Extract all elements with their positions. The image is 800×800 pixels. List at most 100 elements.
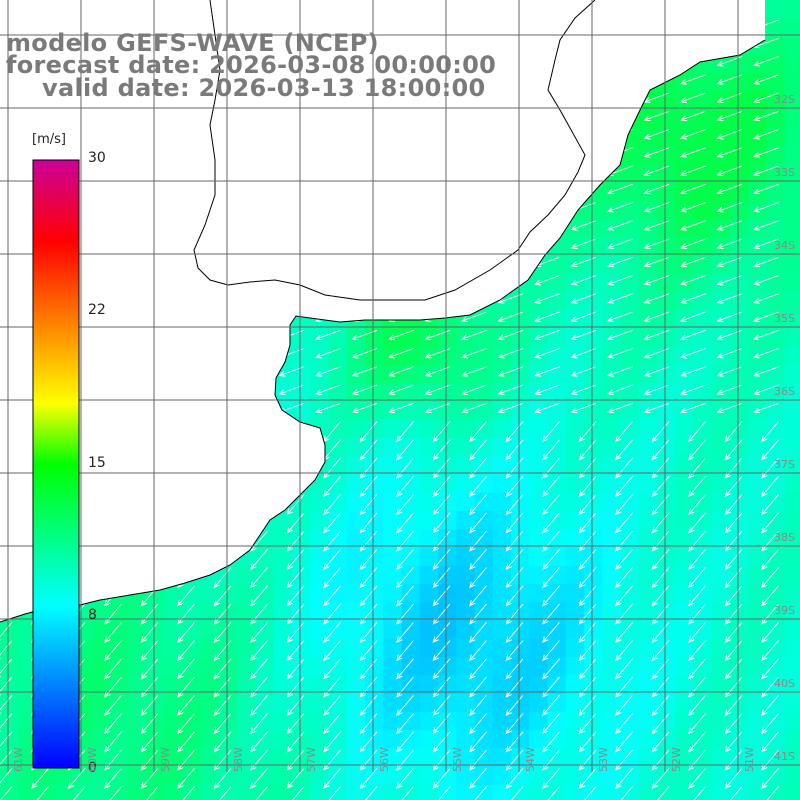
wind-arrow xyxy=(651,585,670,607)
field-cell xyxy=(456,602,476,622)
wind-arrow xyxy=(753,384,779,395)
field-cell xyxy=(529,438,549,457)
wind-arrow xyxy=(542,567,560,589)
wind-arrow xyxy=(688,658,706,680)
wind-arrow xyxy=(680,256,706,268)
field-cell xyxy=(438,584,457,603)
field-cell xyxy=(109,620,129,640)
wind-arrow xyxy=(469,421,487,443)
field-cell xyxy=(383,547,403,567)
field-cell xyxy=(456,638,476,658)
field-cell xyxy=(401,584,421,603)
field-cell xyxy=(547,675,567,695)
field-cell xyxy=(492,602,512,622)
field-cell xyxy=(711,602,731,622)
wind-arrow xyxy=(432,713,451,735)
lon-label: 58W xyxy=(232,747,245,772)
wind-arrow xyxy=(177,640,195,662)
wind-arrow xyxy=(680,74,706,85)
field-cell xyxy=(255,620,275,640)
wind-arrow xyxy=(469,749,487,771)
field-cell xyxy=(18,784,38,800)
field-cell xyxy=(565,584,585,603)
field-cell xyxy=(748,565,768,585)
wind-arrow xyxy=(432,567,451,589)
field-cell xyxy=(784,109,800,129)
field-cell xyxy=(0,675,19,695)
field-cell xyxy=(255,602,275,622)
field-cell xyxy=(547,602,567,622)
wind-arrow xyxy=(651,622,670,643)
field-cell xyxy=(401,748,421,768)
field-cell xyxy=(547,766,567,786)
field-cell xyxy=(784,36,800,56)
field-cell xyxy=(657,438,676,457)
field-cell xyxy=(365,584,384,603)
field-cell xyxy=(127,784,147,800)
field-cell xyxy=(419,711,439,731)
field-cell xyxy=(292,620,311,640)
field-cell xyxy=(511,748,530,768)
field-cell xyxy=(511,730,530,749)
wind-arrow xyxy=(177,603,195,625)
field-cell xyxy=(620,547,640,567)
field-cell xyxy=(511,456,530,476)
field-cell xyxy=(529,730,549,749)
wind-arrow xyxy=(505,476,524,497)
field-cell xyxy=(292,547,311,567)
field-cell xyxy=(127,748,147,768)
field-cell xyxy=(693,748,713,768)
wind-arrow xyxy=(680,129,706,140)
wind-arrow xyxy=(323,567,341,589)
wind-arrow xyxy=(753,348,779,359)
field-cell xyxy=(383,693,403,713)
field-cell xyxy=(730,474,749,494)
field-cell xyxy=(565,730,585,749)
field-cell xyxy=(602,602,622,622)
wind-arrow xyxy=(505,439,524,461)
field-cell xyxy=(620,511,640,530)
field-cell xyxy=(693,492,713,512)
wind-arrow xyxy=(286,695,305,716)
field-cell xyxy=(511,602,530,622)
field-cell xyxy=(492,638,512,658)
field-cell xyxy=(73,784,92,800)
field-cell xyxy=(784,492,800,512)
field-cell xyxy=(638,766,658,786)
field-cell xyxy=(474,602,494,622)
wind-arrow xyxy=(213,768,232,789)
wind-arrow xyxy=(761,640,779,662)
field-cell xyxy=(365,675,384,695)
wind-arrow xyxy=(177,622,195,643)
field-cell xyxy=(109,693,129,713)
field-cell xyxy=(784,127,800,147)
wind-arrow xyxy=(505,512,524,534)
wind-arrow xyxy=(615,658,633,680)
field-cell xyxy=(401,511,421,530)
field-cell xyxy=(584,620,603,640)
wind-arrow xyxy=(753,402,779,414)
wind-arrow xyxy=(323,457,341,479)
field-cell xyxy=(401,492,421,512)
field-cell xyxy=(511,565,530,585)
wind-arrow xyxy=(432,549,451,570)
field-cell xyxy=(36,784,56,800)
field-cell xyxy=(492,711,512,731)
wind-arrow xyxy=(651,476,670,497)
wind-arrow xyxy=(461,384,487,395)
wind-arrow xyxy=(542,421,560,443)
valid-date: valid date: 2026-03-13 18:00:00 xyxy=(42,74,486,102)
wind-arrow xyxy=(542,640,560,662)
field-cell xyxy=(693,456,713,476)
wind-arrow xyxy=(396,713,414,735)
field-cell xyxy=(529,657,549,676)
wind-arrow xyxy=(680,348,706,359)
wind-arrow xyxy=(315,329,341,341)
field-cell xyxy=(346,730,366,749)
field-cell xyxy=(784,711,800,731)
wind-arrow xyxy=(292,786,305,800)
wind-arrow xyxy=(578,439,597,461)
field-cell xyxy=(784,0,800,19)
field-cell xyxy=(474,419,494,439)
field-cell xyxy=(638,511,658,530)
